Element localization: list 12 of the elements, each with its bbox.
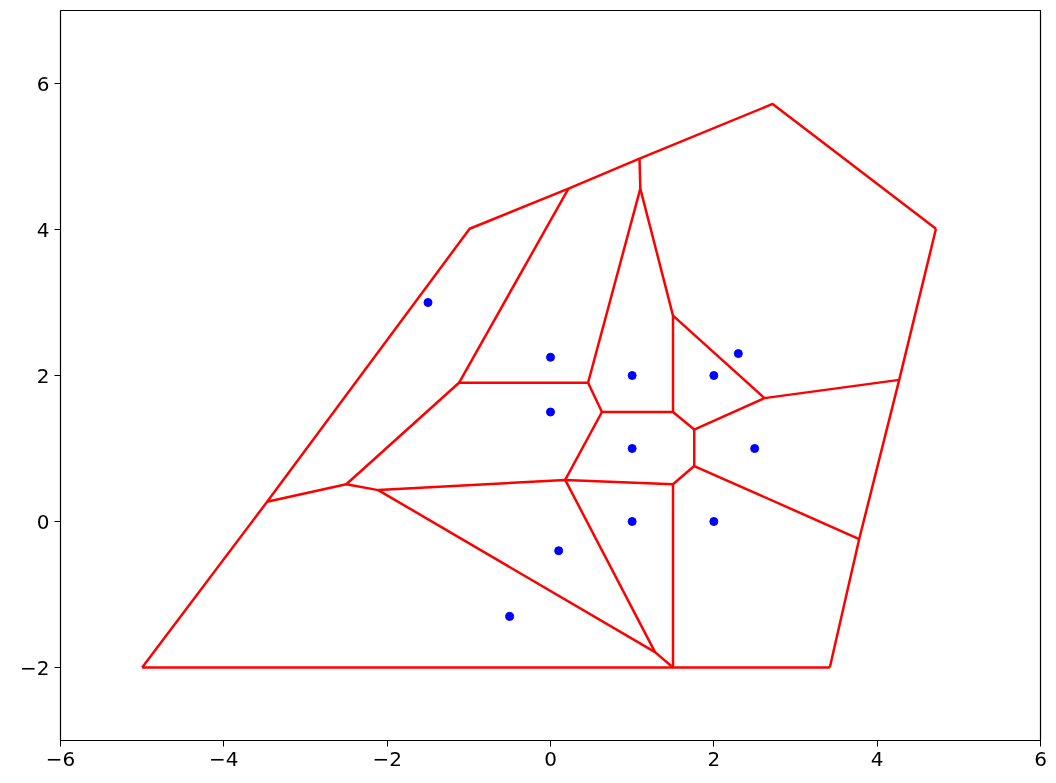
y-tick-label: 2 [36,363,50,388]
y-tick-label: 0 [36,509,50,534]
x-tick-label: 0 [544,746,557,771]
x-tick-label: 2 [707,746,721,771]
x-tick-label: 6 [1034,746,1047,771]
x-tick-label: −4 [209,746,239,771]
x-tick-label: −2 [372,746,402,771]
x-tick-label: −6 [45,746,76,771]
y-tick-label: −2 [20,655,50,680]
y-tick-label: 4 [36,217,50,242]
x-tick-label: 4 [870,746,884,771]
y-tick-label: 6 [36,71,50,96]
